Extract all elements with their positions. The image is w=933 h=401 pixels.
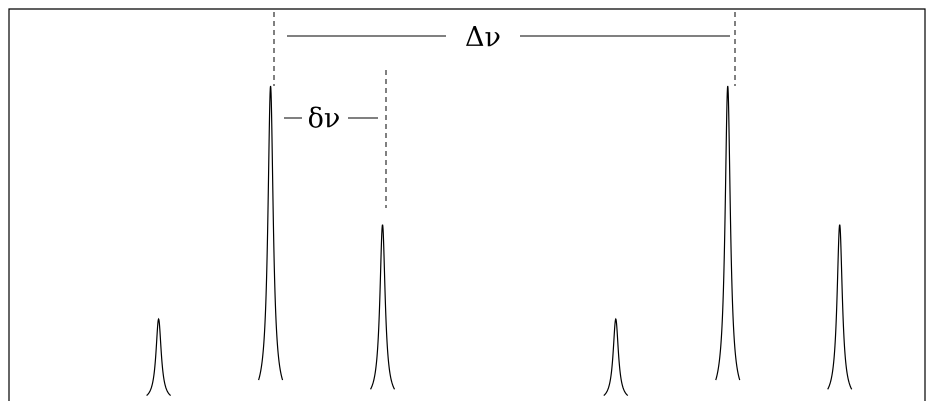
spectral-peak-4	[603, 317, 629, 397]
small-spacing-marker: δν	[284, 70, 387, 208]
spectral-peak-5	[715, 85, 741, 381]
spectral-peak-1	[146, 317, 172, 397]
spectral-peak-2	[257, 85, 284, 381]
small-spacing-label: δν	[308, 103, 341, 134]
large-spacing-label: Δν	[465, 22, 501, 53]
spectral-peaks	[146, 85, 853, 397]
spectral-peak-6	[827, 224, 853, 390]
plot-frame	[8, 8, 926, 401]
large-spacing-marker: Δν	[273, 12, 736, 86]
spectral-peak-3	[370, 224, 396, 390]
